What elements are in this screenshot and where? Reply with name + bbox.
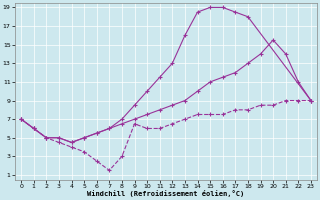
X-axis label: Windchill (Refroidissement éolien,°C): Windchill (Refroidissement éolien,°C) — [87, 190, 245, 197]
